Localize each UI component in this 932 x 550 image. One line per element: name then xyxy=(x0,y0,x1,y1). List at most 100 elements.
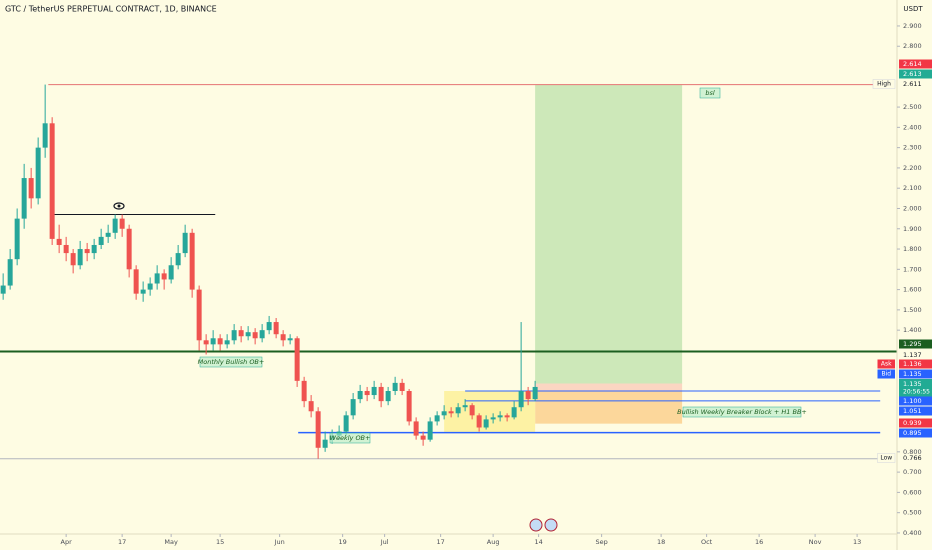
price-badge-label: 1.137 xyxy=(903,351,922,359)
price-badge xyxy=(899,396,932,406)
candle-body xyxy=(231,330,237,341)
y-tick-label: 1.700 xyxy=(903,265,922,273)
price-tag-box xyxy=(877,359,895,369)
y-tick-label: 1.900 xyxy=(903,225,922,233)
price-badge xyxy=(899,379,932,397)
y-tick-label: 2.300 xyxy=(903,144,922,152)
x-tick-label: 14 xyxy=(534,538,542,546)
x-tick-label: Apr xyxy=(61,538,73,546)
zone xyxy=(535,390,683,424)
candle-body xyxy=(238,330,244,337)
candle-body xyxy=(49,123,55,239)
candle-body xyxy=(455,407,461,414)
x-tick-label: 16 xyxy=(755,538,763,546)
candle-body xyxy=(154,273,160,284)
price-badge-label: 1.135 xyxy=(903,370,922,378)
candle-body xyxy=(168,265,174,280)
annotation: Bullish Weekly Breaker Block + H1 BB+ xyxy=(677,408,807,416)
annotation-box xyxy=(699,87,721,99)
annotation: bsl xyxy=(705,89,715,97)
candle-body xyxy=(280,334,286,341)
price-badge-label: 1.100 xyxy=(903,397,922,405)
candle-body xyxy=(14,218,20,260)
candle-body xyxy=(182,232,188,254)
x-tick-label: 18 xyxy=(657,538,665,546)
candle-body xyxy=(203,340,209,345)
zone xyxy=(535,383,683,391)
price-badge xyxy=(899,428,932,438)
candle-body xyxy=(294,338,300,381)
currency: USDT xyxy=(903,5,923,13)
candle-body xyxy=(70,253,76,266)
x-tick-label: 13 xyxy=(853,538,861,546)
candle-body xyxy=(112,218,118,233)
candle-body xyxy=(476,415,482,428)
y-tick-label: 2.000 xyxy=(903,204,922,212)
y-tick-label: 1.500 xyxy=(903,306,922,314)
candle-body xyxy=(525,390,531,400)
candle-body xyxy=(301,380,307,402)
x-tick-label: 19 xyxy=(338,538,346,546)
x-tick-label: 15 xyxy=(216,538,224,546)
price-badge-label: 2.613 xyxy=(903,70,922,78)
x-tick-label: Nov xyxy=(809,538,822,546)
candle-body xyxy=(385,390,391,402)
candle-body xyxy=(84,249,90,254)
price-badge-label: 2.614 xyxy=(903,60,922,68)
annotation-box xyxy=(199,356,263,368)
candle-body xyxy=(217,338,223,345)
price-badge-label: 1.135 xyxy=(903,380,922,388)
y-tick-label: 2.900 xyxy=(903,22,922,30)
y-tick-label: 0.700 xyxy=(903,468,922,476)
x-tick-label: May xyxy=(164,538,178,546)
candle-body xyxy=(28,178,34,199)
candle-body xyxy=(518,390,524,408)
candle-body xyxy=(147,283,153,290)
y-tick-label: 2.500 xyxy=(903,103,922,111)
y-tick-label: 1.800 xyxy=(903,245,922,253)
candle-body xyxy=(406,390,412,422)
candle-body xyxy=(98,236,104,245)
x-tick-label: Sep xyxy=(595,538,607,546)
x-tick-label: Oct xyxy=(701,538,713,546)
candle-body xyxy=(252,332,258,339)
price-badge-label: 2.611 xyxy=(903,80,922,88)
candle-body xyxy=(434,415,440,422)
eye-icon xyxy=(113,202,125,210)
price-tag: Bid xyxy=(881,371,891,378)
y-tick-label: 2.800 xyxy=(903,42,922,50)
candle-body xyxy=(273,322,279,335)
chart-title: GTC / TetherUS PERPETUAL CONTRACT, 1D, B… xyxy=(5,5,217,14)
candle-body xyxy=(399,382,405,391)
candle-body xyxy=(371,386,377,396)
price-badge xyxy=(899,418,932,428)
candle-body xyxy=(462,405,468,408)
x-tick-label: 17 xyxy=(436,538,444,546)
candle-body xyxy=(350,399,356,416)
candle-body xyxy=(378,386,384,402)
candle-body xyxy=(392,382,398,391)
y-tick-label: 1.400 xyxy=(903,326,922,334)
price-tag-box xyxy=(872,79,896,89)
x-tick-label: Jul xyxy=(380,538,389,546)
candle-body xyxy=(119,218,125,229)
candle-body xyxy=(35,147,41,199)
y-tick-label: 1.600 xyxy=(903,286,922,294)
price-badge-label: 0.895 xyxy=(903,429,922,437)
price-badge xyxy=(899,359,932,369)
candle-body xyxy=(364,390,370,396)
candle-body xyxy=(259,330,265,339)
y-tick-label: 2.200 xyxy=(903,164,922,172)
price-badge xyxy=(899,369,932,379)
candle-body xyxy=(483,419,489,428)
candle-body xyxy=(133,269,139,294)
countdown: 20:56:55 xyxy=(903,389,930,396)
price-tag-box xyxy=(877,453,896,463)
x-tick-label: Jun xyxy=(274,538,285,546)
y-tick-label: 0.600 xyxy=(903,488,922,496)
candle-body xyxy=(175,253,181,266)
candle-body xyxy=(105,232,111,237)
price-badge-label: 1.295 xyxy=(903,340,922,348)
candle-body xyxy=(343,415,349,432)
price-tag-box xyxy=(877,369,895,379)
